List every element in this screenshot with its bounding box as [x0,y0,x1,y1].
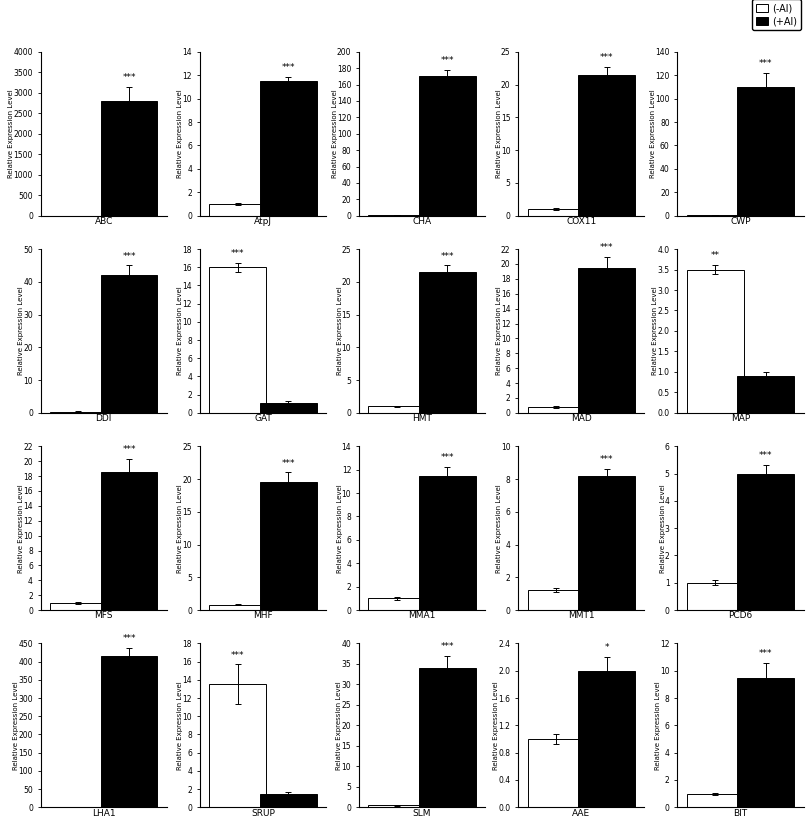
Y-axis label: Relative Expression Level: Relative Expression Level [8,89,15,178]
Bar [418,668,475,807]
Y-axis label: Relative Expression Level: Relative Expression Level [18,484,24,572]
Bar [686,583,743,610]
Y-axis label: Relative Expression Level: Relative Expression Level [496,287,501,375]
Bar [527,591,584,610]
Text: ***: *** [758,59,771,68]
Bar [527,209,584,216]
Bar [527,739,584,807]
Text: ***: *** [440,642,453,651]
Text: ***: *** [599,53,612,62]
X-axis label: MFS: MFS [94,611,113,620]
Text: ***: *** [122,73,135,82]
Bar [209,605,266,610]
Bar [736,677,793,807]
Bar [686,269,743,413]
Bar [418,272,475,413]
Bar [209,204,266,216]
Y-axis label: Relative Expression Level: Relative Expression Level [650,89,655,178]
Text: ***: *** [440,252,453,260]
Bar [368,805,425,807]
Text: ***: *** [758,648,771,657]
Text: *: * [603,643,608,653]
X-axis label: ABC: ABC [94,217,113,226]
Y-axis label: Relative Expression Level: Relative Expression Level [18,287,24,375]
Text: ***: *** [599,243,612,252]
X-axis label: MMT1: MMT1 [567,611,594,620]
Y-axis label: Relative Expression Level: Relative Expression Level [336,484,342,572]
Legend: (-Al), (+Al): (-Al), (+Al) [751,0,800,30]
X-axis label: PCD6: PCD6 [727,611,752,620]
Bar [50,411,107,413]
Y-axis label: Relative Expression Level: Relative Expression Level [496,89,501,178]
Text: ***: *** [122,634,135,643]
Y-axis label: Relative Expression Level: Relative Expression Level [336,287,342,375]
X-axis label: GAT: GAT [254,415,272,423]
X-axis label: CWP: CWP [729,217,750,226]
Y-axis label: Relative Expression Level: Relative Expression Level [177,287,183,375]
X-axis label: MAP: MAP [730,415,749,423]
X-axis label: DDI: DDI [96,415,112,423]
X-axis label: SRUP: SRUP [251,809,275,818]
Y-axis label: Relative Expression Level: Relative Expression Level [336,681,342,770]
Bar [260,403,316,413]
Bar [368,406,425,413]
Bar [209,268,266,413]
Text: ***: *** [230,249,244,258]
Bar [50,603,107,610]
X-axis label: CHA: CHA [412,217,431,226]
Text: ***: *** [230,651,244,659]
Bar [209,685,266,807]
Text: ***: *** [758,452,771,460]
Bar [527,407,584,413]
Bar [368,598,425,610]
Bar [418,476,475,610]
Bar [260,81,316,216]
Bar [577,75,634,216]
X-axis label: MHF: MHF [253,611,272,620]
Y-axis label: Relative Expression Level: Relative Expression Level [651,287,658,375]
Bar [736,473,793,610]
Bar [101,656,157,807]
Y-axis label: Relative Expression Level: Relative Expression Level [492,681,499,770]
Bar [577,476,634,610]
Bar [260,482,316,610]
Text: ***: *** [122,252,135,260]
Text: ***: *** [122,445,135,454]
X-axis label: AtpJ: AtpJ [254,217,272,226]
Y-axis label: Relative Expression Level: Relative Expression Level [654,681,660,770]
X-axis label: BIT: BIT [732,809,747,818]
Bar [686,794,743,807]
Text: **: ** [710,251,719,259]
Bar [260,794,316,807]
Bar [101,472,157,610]
Bar [101,101,157,216]
X-axis label: LHA1: LHA1 [92,809,115,818]
Y-axis label: Relative Expression Level: Relative Expression Level [659,484,665,572]
Text: ***: *** [599,455,612,464]
Y-axis label: Relative Expression Level: Relative Expression Level [13,681,19,770]
Text: ***: *** [440,56,453,65]
Bar [736,376,793,413]
Bar [418,77,475,216]
Y-axis label: Relative Expression Level: Relative Expression Level [496,484,501,572]
X-axis label: MMA1: MMA1 [408,611,436,620]
Bar [736,87,793,216]
Y-axis label: Relative Expression Level: Relative Expression Level [177,89,183,178]
Text: ***: *** [281,458,294,468]
Y-axis label: Relative Expression Level: Relative Expression Level [331,89,337,178]
X-axis label: HMT: HMT [412,415,431,423]
Y-axis label: Relative Expression Level: Relative Expression Level [177,484,183,572]
Bar [577,268,634,413]
Text: ***: *** [281,63,294,72]
Text: ***: *** [440,453,453,463]
X-axis label: COX11: COX11 [565,217,595,226]
Bar [577,671,634,807]
X-axis label: SLM: SLM [412,809,431,818]
X-axis label: MAD: MAD [570,415,591,423]
Bar [101,275,157,413]
X-axis label: AAE: AAE [572,809,590,818]
Y-axis label: Relative Expression Level: Relative Expression Level [177,681,183,770]
